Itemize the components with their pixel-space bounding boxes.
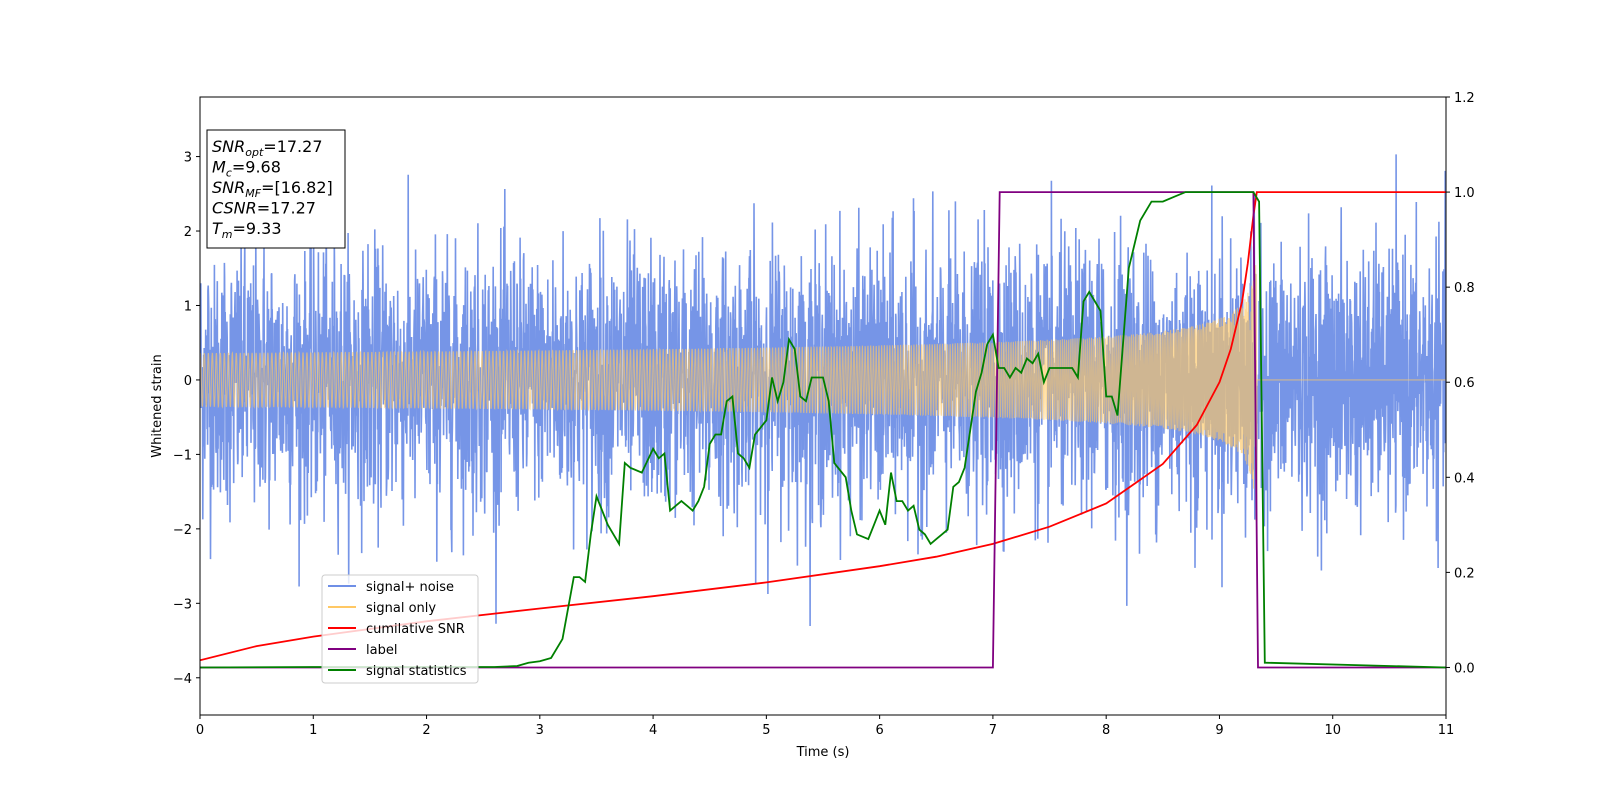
info-line: Tm=9.33	[212, 219, 282, 241]
y-left-tick-label: 1	[184, 299, 192, 314]
y-right-tick-label: 0.6	[1454, 376, 1475, 391]
y-left-tick-label: 2	[184, 225, 192, 240]
series-signal-statistics	[200, 191, 1446, 669]
y-right-tick-label: 0.4	[1454, 471, 1475, 486]
y-left-tick-label: −1	[173, 448, 192, 463]
info-line: SNRMF=[16.82]	[212, 178, 333, 200]
x-tick-label: 2	[422, 723, 430, 738]
y-left-tick-label: 0	[184, 374, 192, 389]
y-right-tick-label: 0.8	[1454, 281, 1475, 296]
legend-label: signal only	[366, 601, 436, 616]
y-axis-label: Whitened strain	[150, 354, 165, 457]
y-left-tick-label: −3	[173, 597, 192, 612]
x-tick-label: 8	[1102, 723, 1110, 738]
info-line: Mc=9.68	[212, 158, 281, 180]
y-axis-right: 0.0 0.2 0.4 0.6 0.8 1.0 1.2	[1446, 91, 1475, 676]
y-axis-left: −4 −3 −2 −1 0 1 2 3	[173, 151, 200, 687]
x-tick-label: 5	[762, 723, 770, 738]
info-line: CSNR=17.27	[212, 199, 316, 218]
y-right-tick-label: 1.2	[1454, 91, 1475, 106]
legend-label: cumilative SNR	[366, 622, 465, 637]
y-left-tick-label: −4	[173, 672, 192, 687]
y-right-tick-label: 1.0	[1454, 186, 1475, 201]
legend-label: signal statistics	[366, 664, 467, 679]
x-axis: 0 1 2 3 4 5 6 7 8 9 10 11	[196, 715, 1454, 738]
info-box-frame	[206, 129, 346, 249]
info-line: SNRopt=17.27	[212, 137, 323, 159]
legend-label: label	[366, 643, 397, 658]
x-tick-label: 1	[309, 723, 317, 738]
info-box: SNRopt=17.27Mc=9.68SNRMF=[16.82]CSNR=17.…	[206, 129, 346, 249]
x-tick-label: 7	[989, 723, 997, 738]
x-tick-label: 0	[196, 723, 204, 738]
y-left-tick-label: −2	[173, 523, 192, 538]
x-axis-label: Time (s)	[796, 745, 850, 760]
x-tick-label: 9	[1215, 723, 1223, 738]
x-tick-label: 6	[875, 723, 883, 738]
x-tick-label: 4	[649, 723, 657, 738]
series-label	[200, 191, 1446, 669]
y-right-tick-label: 0.2	[1454, 566, 1475, 581]
y-left-tick-label: 3	[184, 151, 192, 166]
y-right-tick-label: 0.0	[1454, 661, 1475, 676]
legend: signal+ noise signal only cumilative SNR la…	[321, 574, 479, 684]
x-tick-label: 3	[536, 723, 544, 738]
plot-frame	[199, 96, 1447, 716]
legend-label: signal+ noise	[366, 580, 454, 595]
x-tick-label: 11	[1438, 723, 1455, 738]
x-tick-label: 10	[1324, 723, 1341, 738]
legend-frame	[321, 574, 479, 684]
